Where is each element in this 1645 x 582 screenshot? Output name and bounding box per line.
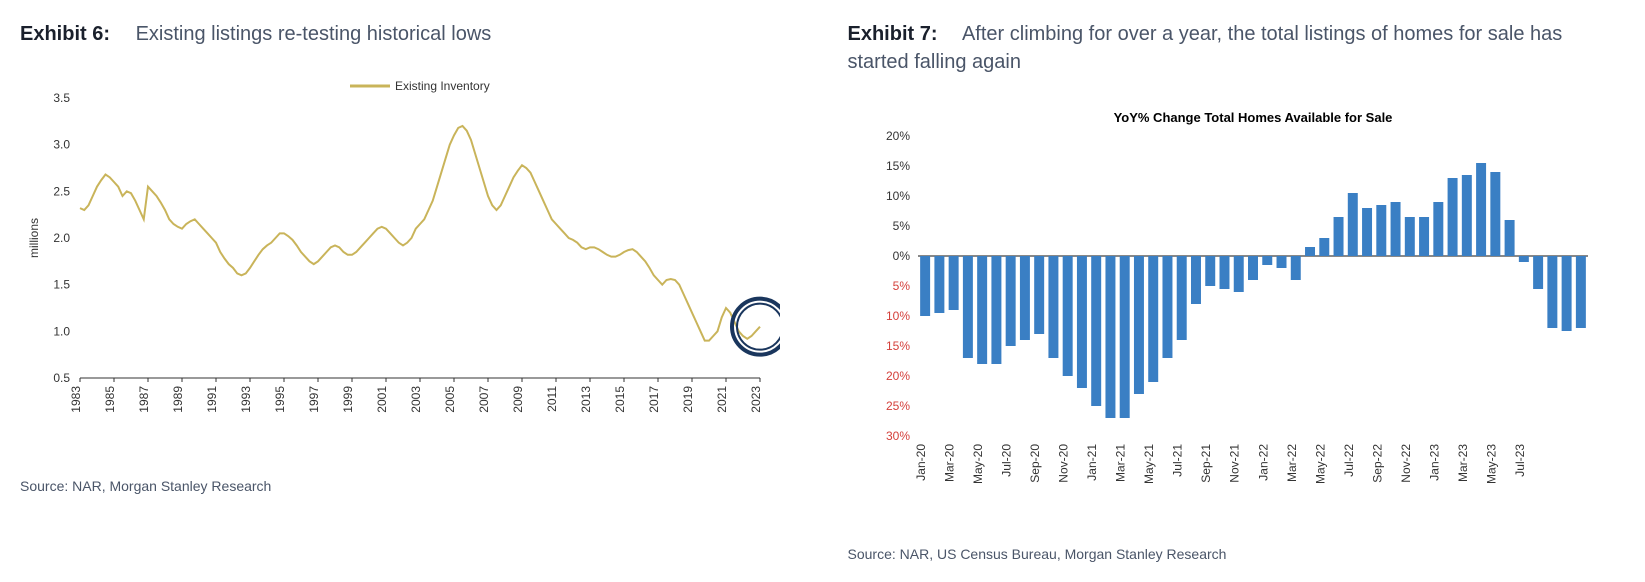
svg-text:1989: 1989 — [171, 386, 185, 413]
svg-text:1993: 1993 — [239, 386, 253, 413]
svg-text:2017: 2017 — [647, 386, 661, 413]
svg-text:Jan-22: Jan-22 — [1256, 444, 1270, 481]
svg-text:2.0: 2.0 — [53, 231, 70, 245]
exhibit-6-chart: Existing Inventory 0.5 1.0 1.5 2.0 2.5 3.0 3.5 m… — [20, 68, 798, 448]
exhibit-7-source: Source: NAR, US Census Bureau, Morgan St… — [848, 546, 1626, 562]
svg-text:Mar-21: Mar-21 — [1113, 444, 1127, 482]
svg-text:May-20: May-20 — [971, 444, 985, 484]
svg-text:Sep-21: Sep-21 — [1199, 444, 1213, 483]
svg-text:25%: 25% — [885, 399, 909, 413]
svg-text:10%: 10% — [885, 189, 909, 203]
svg-text:Jan-20: Jan-20 — [914, 444, 928, 481]
exhibit-6-panel: Exhibit 6: Existing listings re-testing … — [20, 20, 798, 562]
svg-text:1991: 1991 — [205, 386, 219, 413]
svg-text:10%: 10% — [885, 309, 909, 323]
svg-text:1995: 1995 — [273, 386, 287, 413]
svg-text:15%: 15% — [885, 159, 909, 173]
svg-text:2019: 2019 — [681, 386, 695, 413]
exhibit-6-label: Exhibit 6: — [20, 23, 110, 45]
svg-text:May-23: May-23 — [1484, 444, 1498, 484]
svg-text:2001: 2001 — [375, 386, 389, 413]
svg-text:Mar-22: Mar-22 — [1284, 444, 1298, 482]
svg-text:2015: 2015 — [613, 386, 627, 413]
svg-text:2011: 2011 — [545, 386, 559, 412]
svg-text:2.5: 2.5 — [53, 184, 70, 198]
svg-text:2007: 2007 — [477, 386, 491, 413]
svg-text:2009: 2009 — [511, 386, 525, 413]
exhibit-7-title: Exhibit 7: After climbing for over a yea… — [848, 20, 1626, 76]
svg-text:1.5: 1.5 — [53, 278, 70, 292]
svg-text:2023: 2023 — [749, 386, 763, 413]
svg-text:1987: 1987 — [137, 386, 151, 413]
svg-text:Nov-20: Nov-20 — [1056, 444, 1070, 483]
svg-text:1985: 1985 — [103, 386, 117, 413]
svg-text:Jul-20: Jul-20 — [999, 444, 1013, 477]
exhibit-6-title-text: Existing listings re-testing historical … — [136, 23, 492, 45]
svg-text:Jul-22: Jul-22 — [1341, 444, 1355, 477]
svg-text:2013: 2013 — [579, 386, 593, 413]
svg-text:Existing Inventory: Existing Inventory — [395, 79, 490, 93]
svg-text:Jan-23: Jan-23 — [1427, 444, 1441, 481]
svg-text:1.0: 1.0 — [53, 324, 70, 338]
svg-text:3.0: 3.0 — [53, 138, 70, 152]
svg-text:millions: millions — [27, 218, 41, 258]
exhibit-7-label: Exhibit 7: — [848, 23, 938, 45]
exhibit-7-chart: YoY% Change Total Homes Available for Sa… — [848, 96, 1626, 516]
svg-text:0.5: 0.5 — [53, 371, 70, 385]
svg-text:20%: 20% — [885, 129, 909, 143]
svg-text:YoY% Change Total Homes Availa: YoY% Change Total Homes Available for Sa… — [1113, 110, 1392, 125]
svg-text:Jul-21: Jul-21 — [1170, 444, 1184, 477]
svg-text:1999: 1999 — [341, 386, 355, 413]
svg-text:May-21: May-21 — [1142, 444, 1156, 484]
svg-text:30%: 30% — [885, 429, 909, 443]
svg-text:0%: 0% — [892, 249, 910, 263]
svg-text:20%: 20% — [885, 369, 909, 383]
svg-text:5%: 5% — [892, 219, 910, 233]
svg-text:2003: 2003 — [409, 386, 423, 413]
exhibit-7-panel: Exhibit 7: After climbing for over a yea… — [848, 20, 1626, 562]
svg-text:1983: 1983 — [69, 386, 83, 413]
exhibit-6-title: Exhibit 6: Existing listings re-testing … — [20, 20, 798, 48]
svg-text:15%: 15% — [885, 339, 909, 353]
svg-text:3.5: 3.5 — [53, 91, 70, 105]
svg-text:2005: 2005 — [443, 386, 457, 413]
svg-text:Mar-23: Mar-23 — [1455, 444, 1469, 482]
svg-text:5%: 5% — [892, 279, 910, 293]
exhibit-6-source: Source: NAR, Morgan Stanley Research — [20, 478, 798, 494]
svg-text:Mar-20: Mar-20 — [942, 444, 956, 482]
svg-text:1997: 1997 — [307, 386, 321, 413]
svg-text:Jul-23: Jul-23 — [1512, 444, 1526, 477]
svg-text:Sep-22: Sep-22 — [1370, 444, 1384, 483]
exhibit-7-title-text: After climbing for over a year, the tota… — [848, 23, 1563, 73]
svg-text:2021: 2021 — [715, 386, 729, 413]
svg-text:Nov-21: Nov-21 — [1227, 444, 1241, 483]
svg-text:Sep-20: Sep-20 — [1028, 444, 1042, 483]
svg-text:Jan-21: Jan-21 — [1085, 444, 1099, 481]
svg-text:Nov-22: Nov-22 — [1398, 444, 1412, 483]
svg-text:May-22: May-22 — [1313, 444, 1327, 484]
